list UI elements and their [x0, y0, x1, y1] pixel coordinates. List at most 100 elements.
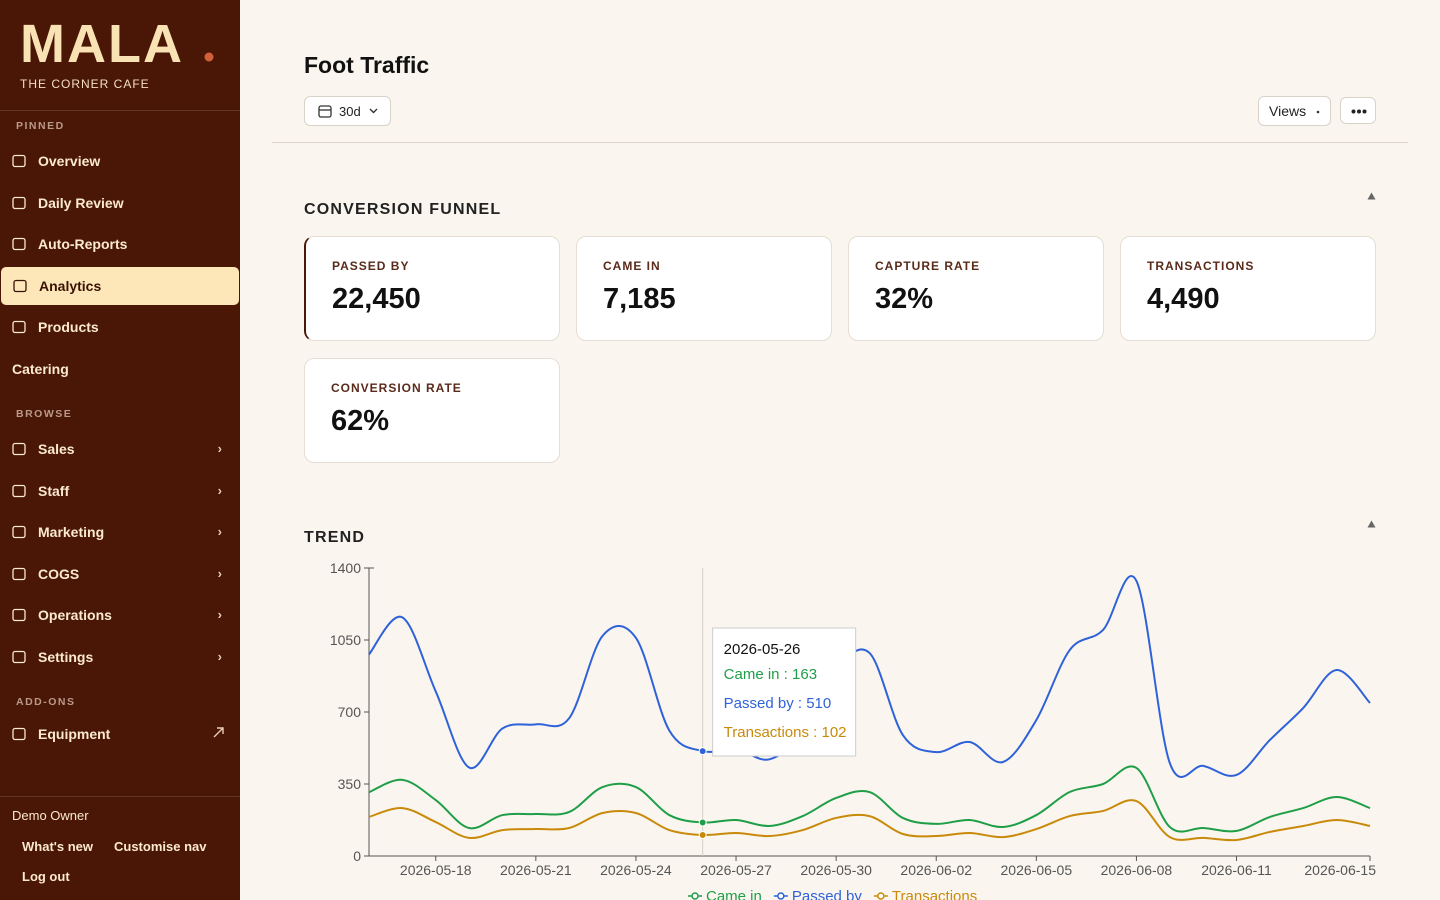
- tooltip-title: 2026-05-26: [724, 641, 801, 658]
- hover-point: [698, 818, 707, 827]
- divider: [0, 796, 240, 797]
- nav-item[interactable]: Auto-Reports: [0, 225, 240, 263]
- nav-label: Analytics: [39, 278, 102, 294]
- metric-value: 7,185: [603, 283, 676, 315]
- tooltip-line: Transactions : 102: [724, 724, 847, 741]
- nav-item[interactable]: Products: [0, 308, 240, 346]
- nav-icon: [12, 567, 26, 581]
- nav-label: Daily Review: [38, 195, 124, 211]
- nav-item[interactable]: COGS ›: [0, 555, 240, 593]
- metric-card: PASSED BY 22,450: [304, 236, 560, 341]
- nav-label: Overview: [38, 153, 101, 169]
- chevron: ›: [217, 524, 222, 539]
- nav-item[interactable]: Daily Review: [0, 184, 240, 222]
- series-line: [368, 799, 1371, 842]
- brand-dot: [204, 52, 214, 62]
- x-tick-label: 2026-06-11: [1201, 862, 1272, 878]
- nav-label: Catering: [12, 361, 69, 377]
- collapse-toggle[interactable]: [1367, 520, 1376, 528]
- nav-icon: [12, 442, 26, 456]
- legend-label: Transactions: [892, 888, 977, 900]
- nav-item[interactable]: Settings ›: [0, 638, 240, 676]
- nav-item[interactable]: Equipment: [0, 715, 240, 753]
- legend-swatch: [777, 892, 785, 900]
- nav-item[interactable]: Operations ›: [0, 596, 240, 634]
- divider: [0, 110, 240, 111]
- metric-value: 4,490: [1147, 283, 1220, 315]
- metric-value: 62%: [331, 405, 390, 437]
- tooltip-line: Passed by : 510: [724, 695, 832, 712]
- x-tick-label: 2026-05-24: [600, 862, 672, 878]
- nav-label: Settings: [38, 649, 94, 665]
- nav-icon: [12, 154, 26, 168]
- hover-point: [698, 831, 707, 840]
- section-heading: BROWSE: [16, 408, 73, 420]
- sidebar: MALA THE CORNER CAFE PINNED Overview Dail…: [0, 0, 240, 900]
- tooltip-line: Came in : 163: [724, 666, 817, 683]
- metric-label: CONVERSION RATE: [331, 381, 462, 395]
- nav-label: Marketing: [38, 524, 105, 540]
- nav-item[interactable]: Marketing ›: [0, 513, 240, 551]
- tagline: THE CORNER CAFE: [20, 77, 150, 91]
- x-tick-label: 2026-06-15: [1304, 862, 1376, 878]
- chevron: ›: [217, 483, 222, 498]
- external-icon: [213, 727, 224, 738]
- logout[interactable]: Log out: [22, 869, 70, 884]
- series-line: [368, 575, 1371, 778]
- y-tick-label: 1400: [330, 560, 361, 576]
- nav-item[interactable]: Analytics: [1, 267, 239, 305]
- trend-chart: 0 350 700 1050 1400 2026-05-18 2026-05-21 2026-…: [330, 560, 1376, 900]
- y-tick-label: 350: [338, 776, 362, 792]
- more-button[interactable]: [1340, 97, 1376, 124]
- dot: [1316, 110, 1320, 114]
- collapse-toggle[interactable]: [1367, 192, 1376, 200]
- x-tick-label: 2026-05-27: [700, 862, 772, 878]
- y-tick-label: 700: [338, 704, 362, 720]
- nav-label: Equipment: [38, 726, 111, 742]
- section-heading: PINNED: [16, 120, 65, 132]
- x-tick-label: 2026-05-21: [500, 862, 572, 878]
- y-tick-label: 0: [353, 848, 361, 864]
- nav-item[interactable]: Staff ›: [0, 472, 240, 510]
- user-name: Demo Owner: [12, 808, 89, 823]
- chevron: ›: [217, 566, 222, 581]
- range-button[interactable]: 30d: [304, 96, 391, 126]
- section-title: CONVERSION FUNNEL: [304, 201, 502, 218]
- caret: [369, 108, 378, 114]
- metric-card: CAME IN 7,185: [576, 236, 832, 341]
- chevron: ›: [217, 607, 222, 622]
- link[interactable]: Customise nav: [114, 839, 207, 854]
- nav-icon: [12, 320, 26, 334]
- tooltip: [712, 627, 857, 757]
- legend-swatch: [691, 892, 699, 900]
- nav-label: Auto-Reports: [38, 236, 128, 252]
- metric-card: CONVERSION RATE 62%: [304, 358, 560, 463]
- link[interactable]: What's new: [22, 839, 93, 854]
- views-button[interactable]: Views: [1258, 96, 1331, 126]
- legend-label: Passed by: [792, 888, 863, 900]
- legend-swatch: [877, 892, 885, 900]
- dots-icon: [1351, 109, 1367, 114]
- metric-label: CAME IN: [603, 259, 661, 273]
- metric-label: PASSED BY: [332, 259, 410, 273]
- series-line: [368, 765, 1371, 833]
- nav-item[interactable]: Catering: [0, 350, 240, 388]
- chevron: ›: [217, 441, 222, 456]
- nav-label: Products: [38, 319, 99, 335]
- nav-icon: [13, 279, 27, 293]
- nav-icon: [12, 237, 26, 251]
- nav-item[interactable]: Sales ›: [0, 430, 240, 468]
- views-label: Views: [1269, 103, 1307, 119]
- metric-card: TRANSACTIONS 4,490: [1120, 236, 1376, 341]
- section-title: TREND: [304, 529, 366, 546]
- nav-label: Operations: [38, 607, 112, 623]
- nav-label: Sales: [38, 441, 75, 457]
- nav-item[interactable]: Overview: [0, 142, 240, 180]
- page-title: Foot Traffic: [304, 52, 430, 78]
- nav-icon: [12, 727, 26, 741]
- divider: [272, 142, 1408, 143]
- range-label: 30d: [339, 104, 361, 119]
- nav-label: COGS: [38, 566, 80, 582]
